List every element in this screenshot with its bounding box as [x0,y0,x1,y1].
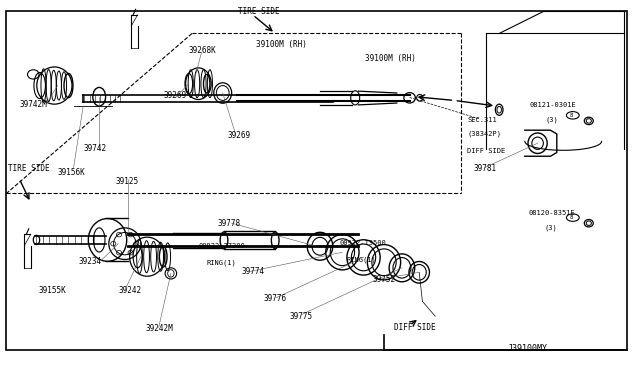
Text: (38342P): (38342P) [467,131,501,137]
Text: 39778: 39778 [218,219,241,228]
Text: (3): (3) [545,116,558,123]
Text: 00922-13500: 00922-13500 [339,240,386,246]
Text: 39752: 39752 [372,275,396,284]
Text: DIFF SIDE: DIFF SIDE [394,323,435,332]
Text: 39100M (RH): 39100M (RH) [365,54,415,63]
Text: 39775: 39775 [289,312,312,321]
Text: 39125: 39125 [115,177,138,186]
Text: 08121-0301E: 08121-0301E [530,102,577,108]
Text: 39742: 39742 [83,144,106,153]
Text: 39268K: 39268K [189,46,216,55]
Text: TIRE SIDE: TIRE SIDE [238,7,280,16]
Text: 39776: 39776 [264,294,287,303]
Text: RING(1): RING(1) [347,256,376,263]
Text: 8: 8 [570,113,573,118]
Text: 39269: 39269 [227,131,250,140]
Text: 08120-8351E: 08120-8351E [529,210,575,216]
Text: 39100M (RH): 39100M (RH) [256,40,307,49]
Text: 39269: 39269 [163,92,186,100]
Text: 00922-27200: 00922-27200 [198,243,245,249]
Text: 39242: 39242 [118,286,141,295]
Text: TIRE SIDE: TIRE SIDE [8,164,49,173]
Text: 39742M: 39742M [19,100,47,109]
Text: RING(1): RING(1) [206,259,236,266]
Text: 39234: 39234 [79,257,102,266]
Text: (3): (3) [544,224,557,231]
Text: 39781: 39781 [474,164,497,173]
Text: 39155K: 39155K [38,286,66,295]
Text: 39156K: 39156K [58,169,85,177]
Text: SEC.311: SEC.311 [467,117,497,123]
Text: 8: 8 [570,215,573,220]
Text: 39774: 39774 [242,267,265,276]
Text: DIFF SIDE: DIFF SIDE [467,148,506,154]
Text: 39242M: 39242M [146,324,173,333]
Text: J39100MY: J39100MY [508,344,547,353]
